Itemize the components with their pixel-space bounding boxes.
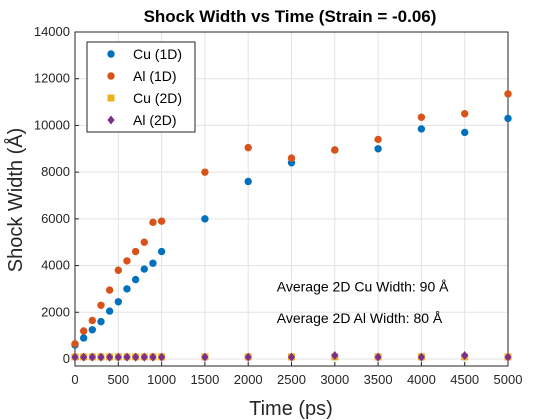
data-point: [149, 259, 157, 267]
data-point: [157, 247, 166, 256]
data-point: [88, 326, 97, 334]
data-point: [97, 352, 105, 362]
legend-label: Cu (1D): [133, 46, 182, 62]
x-axis-label: Time (ps): [249, 398, 333, 420]
data-point: [88, 352, 96, 362]
legend-marker: [107, 72, 115, 80]
x-tick-label: 4000: [407, 372, 436, 387]
data-point: [114, 352, 122, 362]
data-point: [123, 257, 131, 265]
data-point: [244, 143, 252, 152]
data-point: [461, 350, 469, 360]
data-point: [114, 298, 123, 306]
data-point: [244, 352, 252, 362]
data-point: [417, 352, 425, 362]
data-point: [79, 334, 88, 342]
legend-marker: [107, 115, 115, 125]
annotation-text: Average 2D Cu Width: 90 Å: [277, 279, 449, 295]
data-point: [131, 247, 140, 256]
legend-marker: [107, 50, 115, 58]
data-point: [105, 307, 114, 315]
data-point: [158, 352, 166, 362]
legend-box: [86, 41, 196, 133]
y-tick-label: 10000: [34, 117, 70, 132]
x-tick-label: 4500: [450, 372, 479, 387]
legend-marker: [107, 94, 115, 102]
data-point: [201, 215, 209, 223]
data-point: [97, 301, 105, 309]
data-point: [149, 218, 157, 227]
y-tick-label: 6000: [41, 211, 70, 226]
data-point: [88, 316, 97, 325]
data-point: [374, 145, 382, 153]
data-point: [461, 128, 469, 137]
data-point: [504, 352, 512, 362]
legend: Cu (1D) Al (1D) Cu (2D) Al (2D): [86, 41, 196, 133]
data-point: [287, 352, 296, 362]
data-point: [140, 265, 148, 273]
data-point: [71, 352, 79, 362]
data-point: [331, 350, 339, 360]
x-tick-label: 5000: [494, 372, 523, 387]
data-point: [105, 286, 114, 294]
x-tick-label: 3000: [320, 372, 349, 387]
data-point: [417, 113, 426, 121]
y-tick-label: 0: [63, 351, 70, 366]
data-point: [417, 125, 426, 133]
data-point: [140, 238, 148, 246]
legend-label: Al (2D): [133, 112, 177, 128]
data-point: [244, 177, 252, 186]
y-axis-label: Shock Width (Å): [4, 128, 27, 272]
chart-title: Shock Width vs Time (Strain = -0.06): [144, 7, 437, 26]
y-tick-label: 2000: [41, 304, 70, 319]
legend-label: Cu (2D): [133, 90, 182, 106]
data-point: [71, 340, 79, 348]
axes-ticks: 0 500 1000 1500 2000 2500 3000 3500 4000 4500 5000…: [34, 24, 523, 387]
data-point: [114, 266, 123, 274]
data-point: [461, 110, 469, 118]
x-tick-label: 0: [71, 372, 78, 387]
data-point: [123, 285, 131, 293]
data-point: [131, 275, 140, 284]
data-point: [80, 352, 88, 362]
series-3: [71, 350, 512, 362]
annotation-text: Average 2D Al Width: 80 Å: [277, 310, 443, 326]
data-point: [157, 217, 166, 225]
series-1: [71, 90, 512, 348]
data-point: [201, 352, 209, 362]
x-tick-label: 500: [107, 372, 129, 387]
legend-label: Al (1D): [133, 68, 177, 84]
x-tick-label: 3500: [364, 372, 393, 387]
data-point: [331, 146, 339, 154]
data-point: [504, 90, 512, 98]
x-tick-label: 2000: [234, 372, 263, 387]
data-point: [374, 352, 382, 362]
data-point: [132, 352, 140, 362]
data-point: [201, 168, 209, 176]
data-point: [97, 317, 105, 326]
data-point: [149, 352, 157, 362]
data-point: [79, 327, 88, 335]
x-tick-label: 2500: [277, 372, 306, 387]
y-tick-label: 8000: [41, 164, 70, 179]
x-tick-label: 1500: [190, 372, 219, 387]
x-tick-label: 1000: [147, 372, 176, 387]
data-point: [287, 154, 296, 162]
data-point: [123, 352, 131, 362]
y-tick-label: 14000: [34, 24, 70, 39]
data-point: [106, 352, 114, 362]
data-point: [140, 352, 148, 362]
data-point: [504, 114, 512, 123]
data-point: [374, 135, 382, 144]
y-tick-label: 12000: [34, 71, 70, 86]
y-tick-label: 4000: [41, 258, 70, 273]
